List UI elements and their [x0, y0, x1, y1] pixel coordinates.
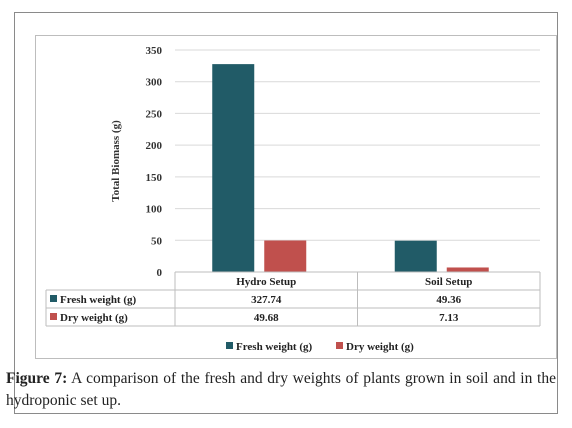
table-cell-value: 327.74 [251, 294, 282, 306]
bar-fresh-hydro [212, 64, 255, 272]
y-axis-label: Total Biomass (g) [110, 120, 122, 202]
legend-swatch [336, 342, 343, 349]
figure-caption: Figure 7: A comparison of the fresh and … [6, 368, 556, 412]
figure-label: Figure 7: [6, 370, 68, 387]
bar-dry-soil [446, 267, 489, 272]
y-tick-label: 350 [146, 45, 163, 57]
y-tick-label: 0 [157, 267, 163, 279]
category-label: Soil Setup [425, 276, 472, 288]
y-tick-label: 150 [146, 172, 163, 184]
figure-frame: Total Biomass (g) 0 50 100 150 200 250 300 350 … [14, 12, 558, 414]
bar-fresh-soil [394, 240, 437, 272]
table-row-label: Fresh weight (g) [60, 294, 137, 306]
bar-chart: Total Biomass (g) 050100150200250300350 … [45, 45, 541, 353]
y-tick-label: 100 [146, 204, 163, 216]
table-cell-value: 49.68 [254, 312, 279, 324]
y-tick-label: 50 [151, 235, 163, 247]
y-tick-label: 300 [146, 77, 163, 89]
table-legend-swatch [50, 313, 57, 320]
chart-area: Total Biomass (g) 0 50 100 150 200 250 300 350 … [35, 35, 557, 359]
table-cell-value: 49.36 [436, 294, 461, 306]
bar-dry-hydro [264, 240, 307, 272]
legend-swatch [226, 342, 233, 349]
caption-text: A comparison of the fresh and dry weight… [6, 370, 556, 409]
y-tick-label: 200 [146, 140, 163, 152]
legend-entry: Dry weight (g) [346, 341, 414, 353]
table-cell-value: 7.13 [439, 312, 459, 324]
table-legend-swatch [50, 295, 57, 302]
category-label: Hydro Setup [236, 276, 296, 288]
legend-entry: Fresh weight (g) [236, 341, 313, 353]
y-tick-label: 250 [146, 108, 163, 120]
table-row-label: Dry weight (g) [60, 312, 128, 324]
